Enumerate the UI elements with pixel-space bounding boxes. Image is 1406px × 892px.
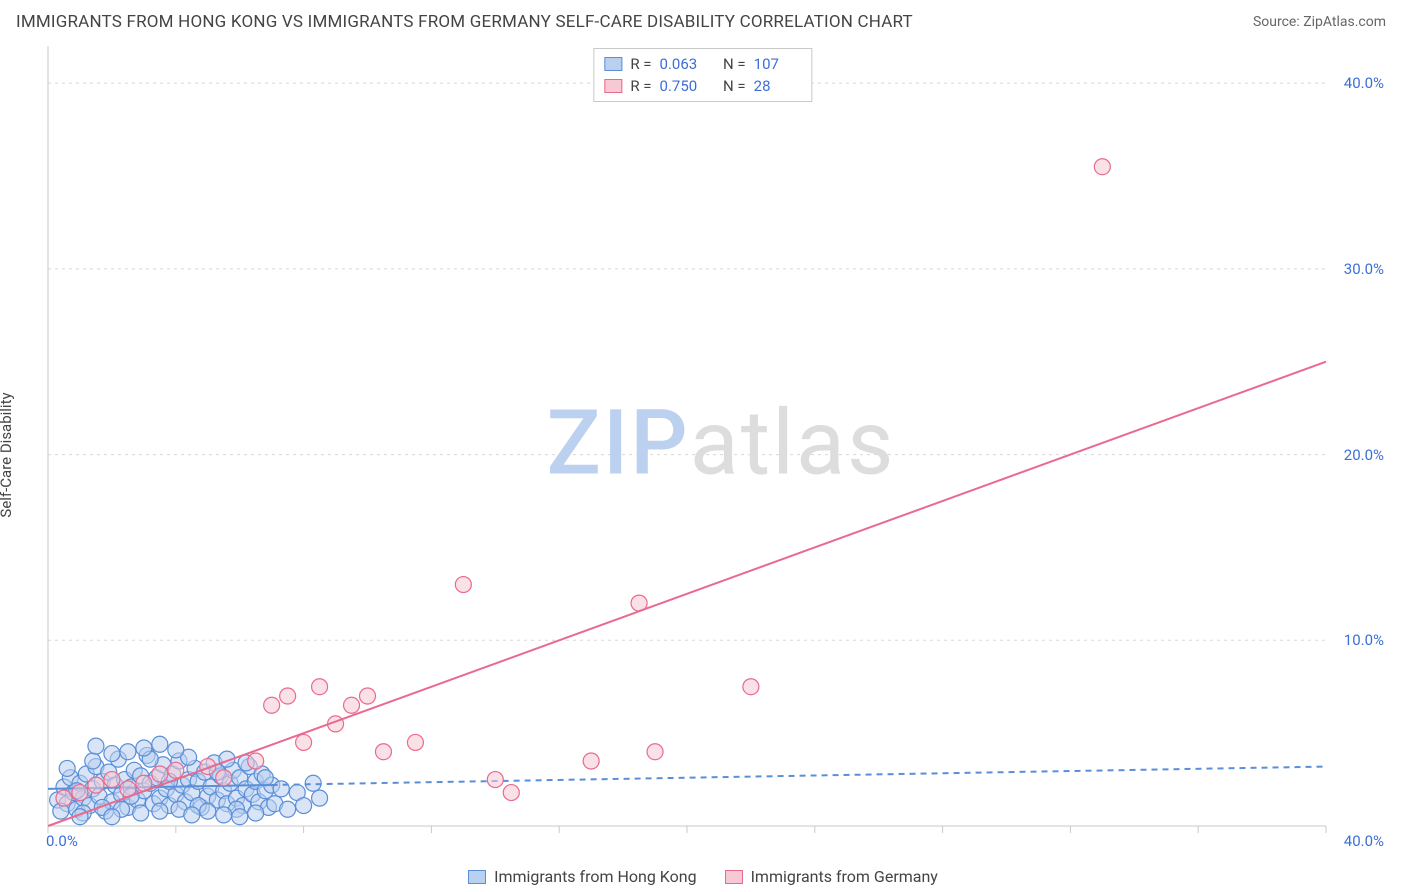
- chart-title: IMMIGRANTS FROM HONG KONG VS IMMIGRANTS …: [16, 12, 913, 32]
- legend-label: Immigrants from Germany: [751, 867, 938, 886]
- stat-n-value: 28: [754, 75, 802, 97]
- stat-n-label: N =: [716, 53, 746, 75]
- legend-series: Immigrants from Hong Kong Immigrants from…: [0, 867, 1406, 886]
- legend-swatch: [604, 57, 622, 71]
- legend-stat-row: R = 0.063 N = 107: [604, 53, 801, 75]
- stat-r-label: R =: [630, 53, 651, 75]
- y-axis-label: Self-Care Disability: [0, 392, 15, 517]
- legend-item[interactable]: Immigrants from Hong Kong: [468, 867, 696, 886]
- y-tick-label: 30.0%: [1344, 260, 1384, 278]
- x-max-label: 40.0%: [1344, 832, 1384, 850]
- legend-swatch: [468, 870, 486, 884]
- chart-header: IMMIGRANTS FROM HONG KONG VS IMMIGRANTS …: [0, 0, 1406, 44]
- x-origin-label: 0.0%: [46, 832, 78, 850]
- legend-swatch: [725, 870, 743, 884]
- stat-n-label: N =: [716, 75, 746, 97]
- legend-swatch: [604, 79, 622, 93]
- y-tick-label: 40.0%: [1344, 74, 1384, 92]
- stat-r-label: R =: [630, 75, 651, 97]
- stat-r-value: 0.750: [660, 75, 708, 97]
- y-tick-label: 10.0%: [1344, 631, 1384, 649]
- legend-stats: R = 0.063 N = 107R = 0.750 N = 28: [593, 48, 812, 102]
- source-prefix: Source:: [1253, 14, 1303, 30]
- source-attribution: Source: ZipAtlas.com: [1253, 14, 1386, 30]
- stat-r-value: 0.063: [660, 53, 708, 75]
- legend-stat-row: R = 0.750 N = 28: [604, 75, 801, 97]
- plot-area: ZIPatlas 10.0%20.0%30.0%40.0%0.0%40.0%: [46, 44, 1396, 852]
- scatter-plot: [46, 44, 1396, 852]
- legend-label: Immigrants from Hong Kong: [494, 867, 696, 886]
- legend-item[interactable]: Immigrants from Germany: [725, 867, 938, 886]
- source-link[interactable]: ZipAtlas.com: [1303, 14, 1386, 30]
- y-tick-label: 20.0%: [1344, 446, 1384, 464]
- stat-n-value: 107: [754, 53, 802, 75]
